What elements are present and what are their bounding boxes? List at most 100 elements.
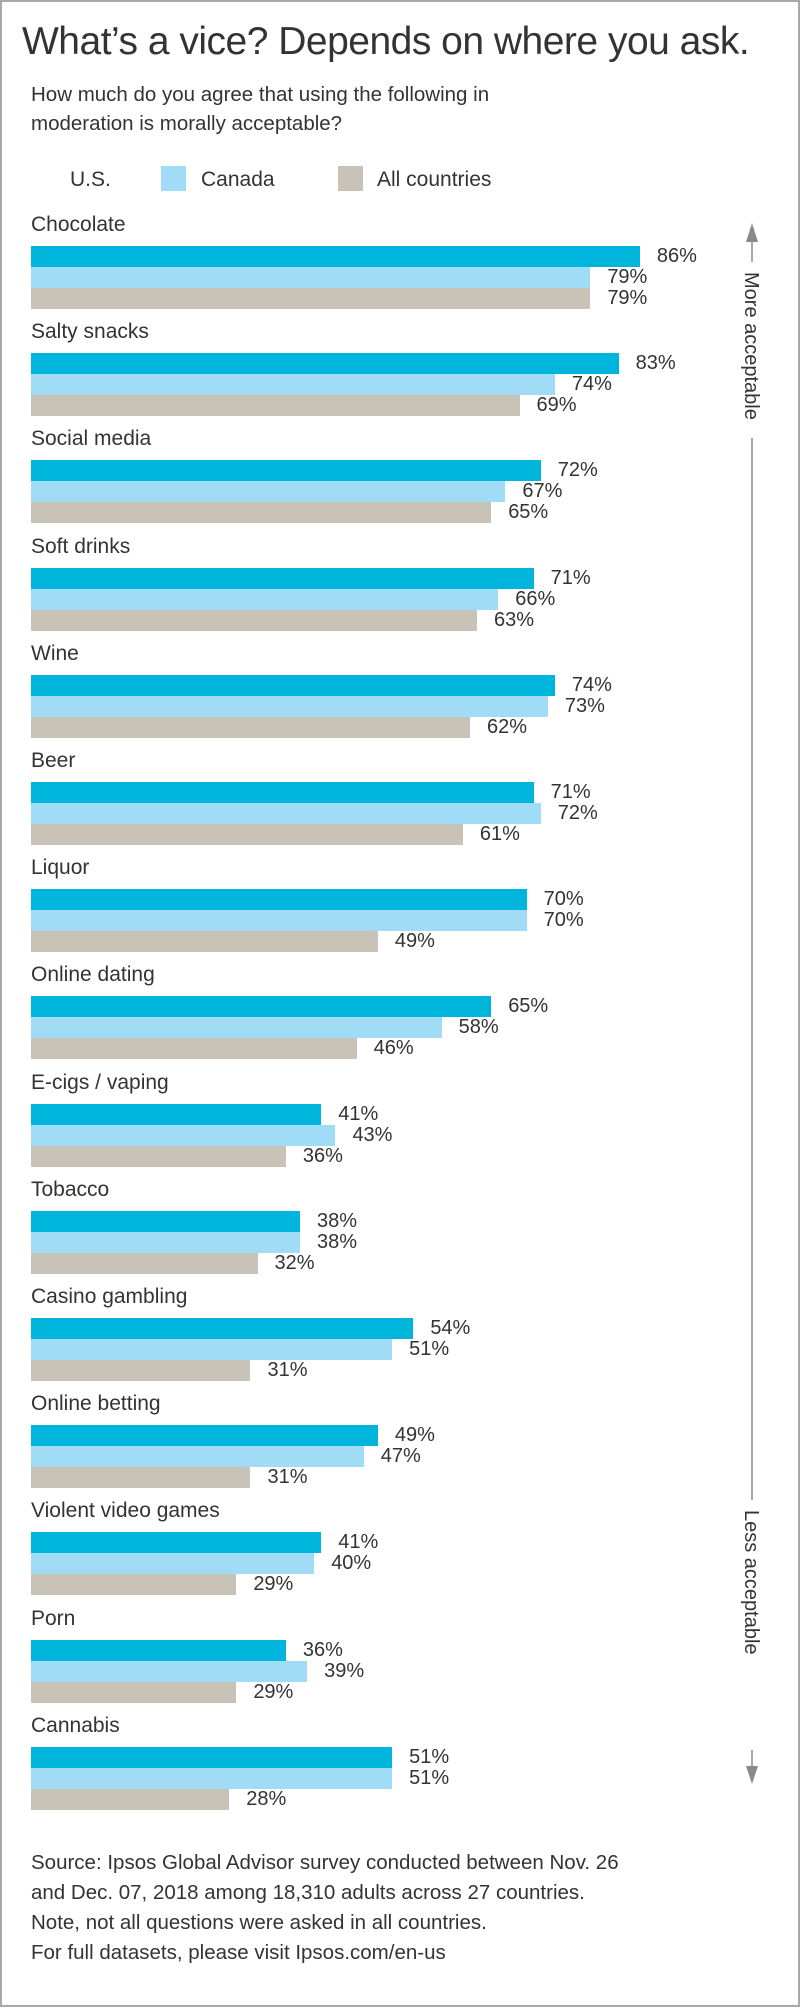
bar-u-s	[31, 1103, 322, 1125]
arrow-down-icon	[746, 1766, 758, 1784]
bar-all-countries	[31, 1360, 251, 1381]
legend: U.S. Canada All countries	[0, 166, 800, 192]
footer-line-1: Source: Ipsos Global Advisor survey cond…	[31, 1851, 619, 1874]
bar-u-s	[31, 353, 619, 375]
bar-all-countries	[31, 1574, 237, 1596]
bar-u-s	[31, 460, 541, 482]
value-label: 74%	[571, 673, 612, 696]
bar-u-s	[31, 674, 555, 696]
value-label: 69%	[536, 394, 577, 417]
legend-label-us: U.S.	[70, 168, 111, 191]
value-label: 65%	[508, 501, 549, 524]
value-label: 73%	[564, 694, 605, 717]
bar-u-s	[31, 1639, 286, 1661]
value-label: 79%	[607, 287, 648, 309]
value-label: 63%	[494, 608, 535, 631]
value-label: 38%	[317, 1230, 358, 1253]
value-label: 58%	[458, 1016, 499, 1039]
bar-u-s	[31, 246, 640, 267]
category-label: Wine	[31, 641, 79, 665]
value-label: 72%	[557, 459, 598, 482]
footer-line-2: and Dec. 07, 2018 among 18,310 adults ac…	[31, 1881, 585, 1904]
bar-canada	[31, 267, 591, 288]
bar-u-s	[31, 567, 534, 589]
bar-all-countries	[31, 1252, 258, 1274]
legend-label-canada: Canada	[201, 168, 275, 191]
bar-u-s	[31, 996, 492, 1018]
bar-canada	[31, 588, 499, 610]
category-label: Cannabis	[31, 1713, 120, 1737]
axis-label-less-acceptable: Less acceptable	[740, 1510, 762, 1655]
bar-canada	[31, 1553, 315, 1575]
bar-canada	[31, 1446, 364, 1468]
category-label: Online betting	[31, 1392, 161, 1416]
value-label: 71%	[550, 781, 591, 803]
bar-u-s	[31, 1318, 414, 1339]
bar-all-countries	[31, 1788, 230, 1810]
category-label: E-cigs / vaping	[31, 1070, 169, 1094]
arrow-up-icon	[746, 223, 758, 242]
value-label: 62%	[486, 715, 527, 738]
bar-canada	[31, 1231, 301, 1253]
bar-all-countries	[31, 716, 470, 738]
bar-canada	[31, 1767, 393, 1789]
category-label: Social media	[31, 427, 152, 451]
value-label: 49%	[394, 1424, 435, 1447]
bar-all-countries	[31, 288, 591, 309]
category-label: Liquor	[31, 856, 90, 880]
value-label: 54%	[430, 1317, 471, 1339]
category-label: Tobacco	[31, 1177, 110, 1201]
value-label: 70%	[543, 888, 584, 911]
value-label: 61%	[479, 823, 520, 845]
value-label: 65%	[508, 995, 549, 1018]
chart-title: What’s a vice? Depends on where you ask.	[22, 20, 750, 63]
bar-canada	[31, 1017, 442, 1039]
footer-line-3: Note, not all questions were asked in al…	[31, 1911, 487, 1934]
category-label: Online dating	[31, 963, 155, 987]
value-label: 41%	[338, 1531, 379, 1554]
legend-label-all-countries: All countries	[377, 168, 492, 191]
bar-u-s	[31, 1532, 322, 1554]
value-label: 83%	[635, 352, 676, 375]
value-label: 31%	[267, 1466, 308, 1489]
subtitle-line-2: moderation is morally acceptable?	[31, 112, 343, 135]
value-label: 31%	[267, 1359, 308, 1381]
category-label: Violent video games	[31, 1499, 220, 1523]
category-label: Soft drinks	[31, 534, 131, 558]
bar-canada	[31, 1660, 308, 1682]
category-label: Casino gambling	[31, 1285, 188, 1308]
bar-all-countries	[31, 1038, 357, 1060]
value-label: 36%	[302, 1638, 343, 1661]
value-label: 40%	[331, 1552, 372, 1575]
category-label: Porn	[31, 1606, 76, 1630]
legend-swatch-canada	[161, 166, 186, 191]
bar-all-countries	[31, 395, 520, 417]
bar-canada	[31, 1124, 336, 1146]
value-label: 79%	[607, 266, 648, 288]
value-label: 29%	[253, 1680, 294, 1703]
bar-all-countries	[31, 609, 478, 631]
bar-all-countries	[31, 824, 463, 845]
category-label: Beer	[31, 749, 76, 772]
bar-all-countries	[31, 502, 492, 524]
bar-canada	[31, 910, 527, 932]
value-label: 39%	[324, 1659, 365, 1682]
value-label: 28%	[246, 1787, 287, 1810]
bar-canada	[31, 1339, 393, 1360]
chart-subtitle: How much do you agree that using the fol…	[31, 80, 631, 138]
bar-all-countries	[31, 1681, 237, 1703]
value-label: 66%	[515, 587, 556, 610]
value-label: 74%	[571, 373, 612, 396]
axis-label-more-acceptable: More acceptable	[740, 272, 762, 420]
bar-u-s	[31, 1746, 393, 1768]
value-label: 86%	[656, 245, 697, 267]
bar-all-countries	[31, 931, 378, 953]
value-label: 51%	[409, 1766, 450, 1789]
bar-canada	[31, 803, 541, 824]
source-note: Source: Ipsos Global Advisor survey cond…	[31, 1848, 619, 1968]
bar-all-countries	[31, 1145, 286, 1167]
value-label: 71%	[550, 566, 591, 589]
value-label: 32%	[274, 1251, 315, 1274]
